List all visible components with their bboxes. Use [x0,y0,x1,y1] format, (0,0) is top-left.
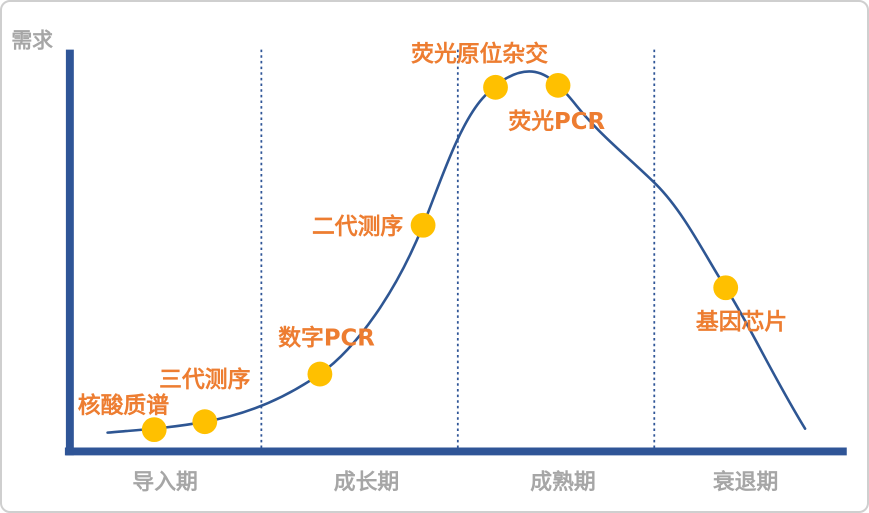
data-point-6 [545,72,571,98]
point-label-2: 三代测序 [159,366,250,393]
data-point-4 [410,212,436,238]
point-label-4: 二代测序 [312,213,403,240]
point-label-7: 基因芯片 [696,308,787,335]
stage-label-1: 导入期 [132,470,197,495]
stage-label-2: 成长期 [334,470,399,495]
point-label-3: 数字PCR [278,324,375,351]
data-point-3 [307,361,333,387]
data-point-2 [192,409,218,435]
data-point-1 [141,417,167,443]
data-point-7 [713,275,739,301]
stage-label-3: 成熟期 [530,469,595,495]
stage-label-4: 衰退期 [712,469,778,495]
data-point-5 [483,74,508,100]
demand-axis-label: 需求 [11,29,53,53]
point-label-6: 荧光PCR [508,109,605,135]
point-label-5: 荧光原位杂交 [411,41,548,68]
point-label-1: 核酸质谱 [78,392,169,419]
